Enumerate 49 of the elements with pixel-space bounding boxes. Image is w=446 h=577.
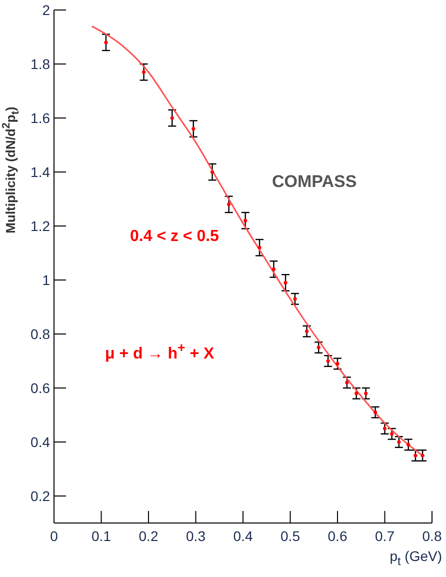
y-tick-label: 1.4 [30,164,50,180]
point [192,127,196,131]
point [364,392,368,396]
point [170,116,174,120]
point [272,267,276,271]
x-tick-label: 0.3 [186,528,206,544]
point [345,380,349,384]
point [406,442,410,446]
point [397,440,401,444]
y-tick-label: 0.6 [30,380,50,396]
y-tick-label: 1.2 [30,218,50,234]
point [244,218,248,222]
point [414,454,418,458]
x-tick-label: 0.1 [92,528,112,544]
point [374,410,378,414]
point [326,359,330,363]
x-tick-label: 0 [50,528,58,544]
x-axis-title: p$_{t}$ (GeV) [390,548,442,568]
point [354,392,358,396]
y-tick-label: 0.4 [30,434,50,450]
y-tick-label: 0.8 [30,326,50,342]
point [304,330,309,334]
x-tick-label: 0.8 [422,528,442,544]
x-tick-label: 0.7 [375,528,395,544]
point [210,170,214,174]
point [336,362,340,366]
y-tick-label: 2 [42,2,50,18]
x-tick-label: 0.5 [280,528,300,544]
y-tick-label: 1 [42,272,50,288]
point [227,202,231,206]
point [284,280,288,284]
point [293,297,297,301]
x-tick-label: 0.4 [233,528,253,544]
point [420,454,424,458]
point [382,426,387,430]
line-series [91,25,424,456]
y-tick-label: 0.2 [30,488,50,504]
point [104,40,108,44]
point [390,432,394,436]
y-tick-label: 1.6 [30,110,50,126]
x-tick-label: 0.6 [328,528,348,544]
point [258,246,262,250]
annotation: 0.4 < z < 0.5 [130,228,219,246]
x-tick-label: 0.2 [138,528,158,544]
y-tick-label: 1.8 [30,56,50,72]
point [316,346,320,350]
point [142,70,146,74]
annotation: COMPASS [272,172,357,192]
annotation: μ + d → h$^{+}$ + X [105,340,214,364]
